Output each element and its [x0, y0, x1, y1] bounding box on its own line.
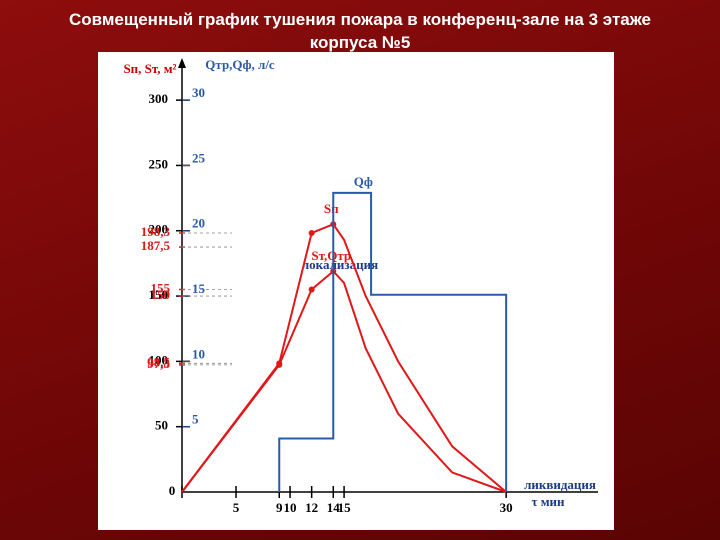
y-tick-label: 100 — [149, 352, 169, 367]
y2-tick-label: 5 — [192, 412, 199, 427]
chart-title: Совмещенный график тушения пожара в конф… — [10, 8, 710, 54]
y-axis-label: Sп, Sт, м² — [123, 61, 176, 76]
y2-tick-label: 30 — [192, 85, 205, 100]
point — [276, 361, 283, 368]
y2-tick-label: 20 — [192, 216, 205, 231]
series-line — [278, 191, 508, 492]
title-line: корпуса №5 — [309, 33, 411, 52]
title-line: Совмещенный график тушения пожара в конф… — [68, 10, 652, 29]
annotation: локализация — [302, 257, 378, 272]
series-label: Qф — [354, 174, 373, 189]
y-tick-label: 200 — [149, 222, 169, 237]
reference-label: 198,3 — [141, 224, 171, 239]
reference-label: 155 — [151, 281, 171, 296]
plot-panel — [98, 52, 614, 530]
x-tick-label: 12 — [305, 500, 318, 515]
reference-label: 187,5 — [141, 238, 171, 253]
axis-arrow — [178, 58, 186, 68]
series-label: Sт,Qтр — [311, 248, 351, 263]
reference-label: 97,3 — [147, 356, 170, 371]
reference-label: 150 — [151, 287, 171, 302]
series-line — [181, 269, 507, 493]
x-tick-label: 30 — [500, 500, 513, 515]
point — [308, 286, 315, 293]
y2-tick-label: 15 — [192, 281, 206, 296]
x-axis-label: τ мин — [531, 494, 565, 509]
x-tick-label: 14 — [327, 500, 341, 515]
y2-tick-label: 10 — [192, 346, 205, 361]
point — [308, 229, 315, 236]
x-tick-label: 0 — [169, 483, 176, 498]
y-tick-label: 50 — [155, 418, 168, 433]
series-label: Sп — [324, 201, 339, 216]
x-tick-label: 9 — [276, 500, 283, 515]
x-tick-label: 10 — [284, 500, 297, 515]
y-tick-label: 150 — [149, 287, 169, 302]
y2-tick-label: 25 — [192, 150, 206, 165]
reference-label: 98,5 — [147, 354, 170, 369]
annotation: ликвидация — [524, 477, 596, 492]
series-line — [181, 222, 507, 493]
y2-axis-label: Qтр,Qф, л/с — [205, 57, 275, 72]
y-tick-label: 300 — [149, 91, 169, 106]
x-tick-label: 5 — [233, 500, 240, 515]
x-tick-label: 15 — [338, 500, 352, 515]
y-tick-label: 250 — [149, 156, 169, 171]
